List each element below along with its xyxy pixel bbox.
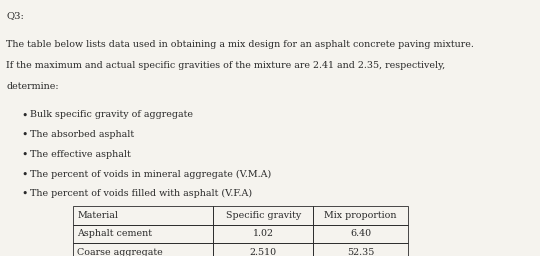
Text: The table below lists data used in obtaining a mix design for an asphalt concret: The table below lists data used in obtai… <box>6 40 474 49</box>
Text: Asphalt cement: Asphalt cement <box>77 229 152 238</box>
Text: Specific gravity: Specific gravity <box>226 211 301 220</box>
Text: determine:: determine: <box>6 82 59 91</box>
Text: The absorbed asphalt: The absorbed asphalt <box>30 130 134 139</box>
Text: The percent of voids filled with asphalt (V.F.A): The percent of voids filled with asphalt… <box>30 189 252 198</box>
Bar <box>73 206 213 225</box>
Bar <box>313 206 408 225</box>
Text: Material: Material <box>77 211 118 220</box>
Text: Mix proportion: Mix proportion <box>324 211 397 220</box>
Bar <box>213 243 313 256</box>
Text: Coarse aggregate: Coarse aggregate <box>77 248 163 256</box>
Bar <box>313 225 408 243</box>
Bar <box>73 225 213 243</box>
Text: •: • <box>22 189 28 199</box>
Text: The effective asphalt: The effective asphalt <box>30 150 131 159</box>
Text: 52.35: 52.35 <box>347 248 374 256</box>
Bar <box>213 206 313 225</box>
Text: 2.510: 2.510 <box>249 248 277 256</box>
Bar <box>73 243 213 256</box>
Text: •: • <box>22 150 28 160</box>
Text: If the maximum and actual specific gravities of the mixture are 2.41 and 2.35, r: If the maximum and actual specific gravi… <box>6 61 446 70</box>
Bar <box>313 243 408 256</box>
Bar <box>213 225 313 243</box>
Text: 1.02: 1.02 <box>253 229 274 238</box>
Text: •: • <box>22 169 28 179</box>
Text: •: • <box>22 130 28 140</box>
Text: 6.40: 6.40 <box>350 229 371 238</box>
Text: Bulk specific gravity of aggregate: Bulk specific gravity of aggregate <box>30 110 193 119</box>
Text: •: • <box>22 110 28 120</box>
Text: The percent of voids in mineral aggregate (V.M.A): The percent of voids in mineral aggregat… <box>30 169 271 179</box>
Text: Q3:: Q3: <box>6 12 24 20</box>
